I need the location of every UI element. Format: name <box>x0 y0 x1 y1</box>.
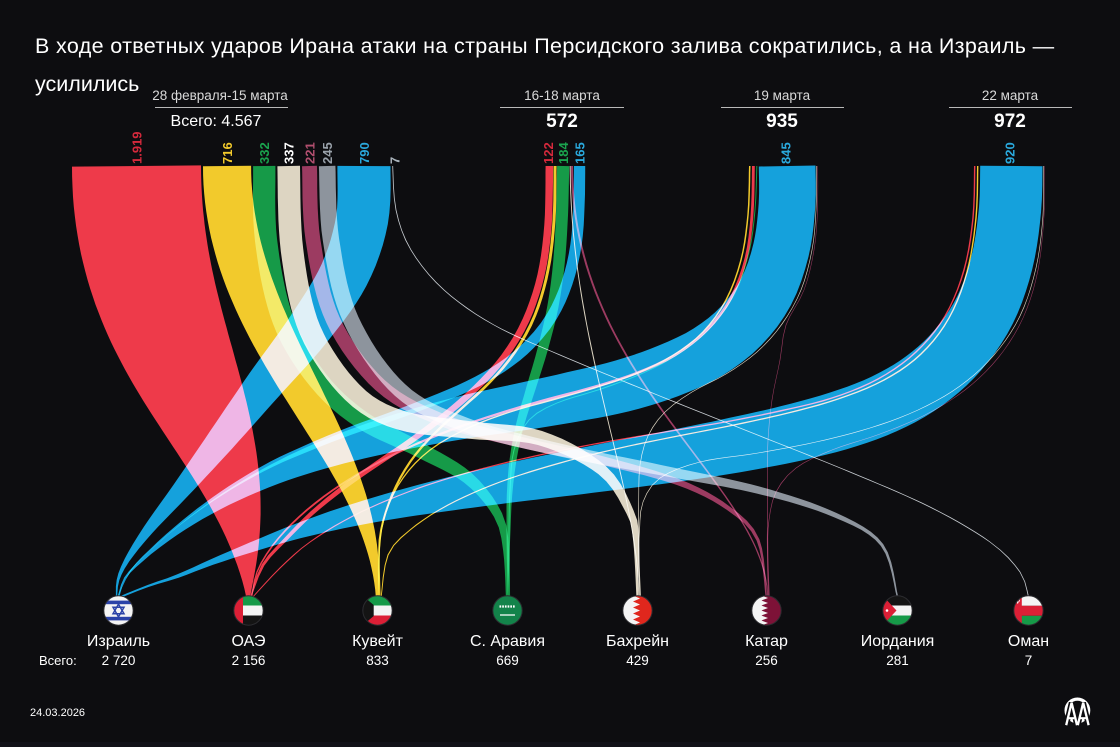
svg-text:920: 920 <box>1003 142 1018 164</box>
svg-text:19 марта: 19 марта <box>754 88 811 103</box>
svg-text:572: 572 <box>546 111 578 132</box>
svg-text:845: 845 <box>779 142 794 164</box>
svg-text:Всего:: Всего: <box>39 653 77 668</box>
svg-text:Катар: Катар <box>745 633 788 650</box>
svg-text:С. Аравия: С. Аравия <box>470 633 545 650</box>
svg-text:833: 833 <box>366 653 389 668</box>
svg-text:Оман: Оман <box>1008 633 1049 650</box>
svg-text:28 февраля-15 марта: 28 февраля-15 марта <box>152 88 288 103</box>
svg-text:332: 332 <box>257 142 272 164</box>
svg-text:Бахрейн: Бахрейн <box>606 633 669 650</box>
svg-text:Иордания: Иордания <box>861 633 935 650</box>
svg-text:ОАЭ: ОАЭ <box>232 633 266 650</box>
svg-text:Кувейт: Кувейт <box>352 633 403 650</box>
svg-text:16-18 марта: 16-18 марта <box>524 88 600 103</box>
svg-text:669: 669 <box>496 653 519 668</box>
svg-text:337: 337 <box>282 142 297 164</box>
svg-text:В ходе ответных ударов Ирана а: В ходе ответных ударов Ирана атаки на ст… <box>35 34 1055 58</box>
svg-text:7: 7 <box>1025 653 1033 668</box>
svg-text:165: 165 <box>573 142 588 164</box>
svg-text:716: 716 <box>220 142 235 164</box>
svg-text:221: 221 <box>303 142 318 164</box>
svg-text:245: 245 <box>320 142 335 164</box>
svg-text:2 720: 2 720 <box>102 653 136 668</box>
svg-text:22 марта: 22 марта <box>982 88 1039 103</box>
svg-text:122: 122 <box>541 142 556 164</box>
svg-text:7: 7 <box>388 157 403 164</box>
svg-text:184: 184 <box>556 142 571 164</box>
svg-text:790: 790 <box>357 142 372 164</box>
svg-text:1.919: 1.919 <box>130 131 145 164</box>
svg-text:Всего: 4.567: Всего: 4.567 <box>171 113 262 130</box>
svg-text:429: 429 <box>626 653 649 668</box>
svg-text:935: 935 <box>766 111 798 132</box>
svg-text:усилились: усилились <box>35 72 139 96</box>
svg-text:281: 281 <box>886 653 909 668</box>
svg-text:2 156: 2 156 <box>232 653 266 668</box>
svg-text:Израиль: Израиль <box>87 633 150 650</box>
svg-text:256: 256 <box>755 653 778 668</box>
svg-text:24.03.2026: 24.03.2026 <box>30 707 85 719</box>
svg-text:972: 972 <box>994 111 1026 132</box>
